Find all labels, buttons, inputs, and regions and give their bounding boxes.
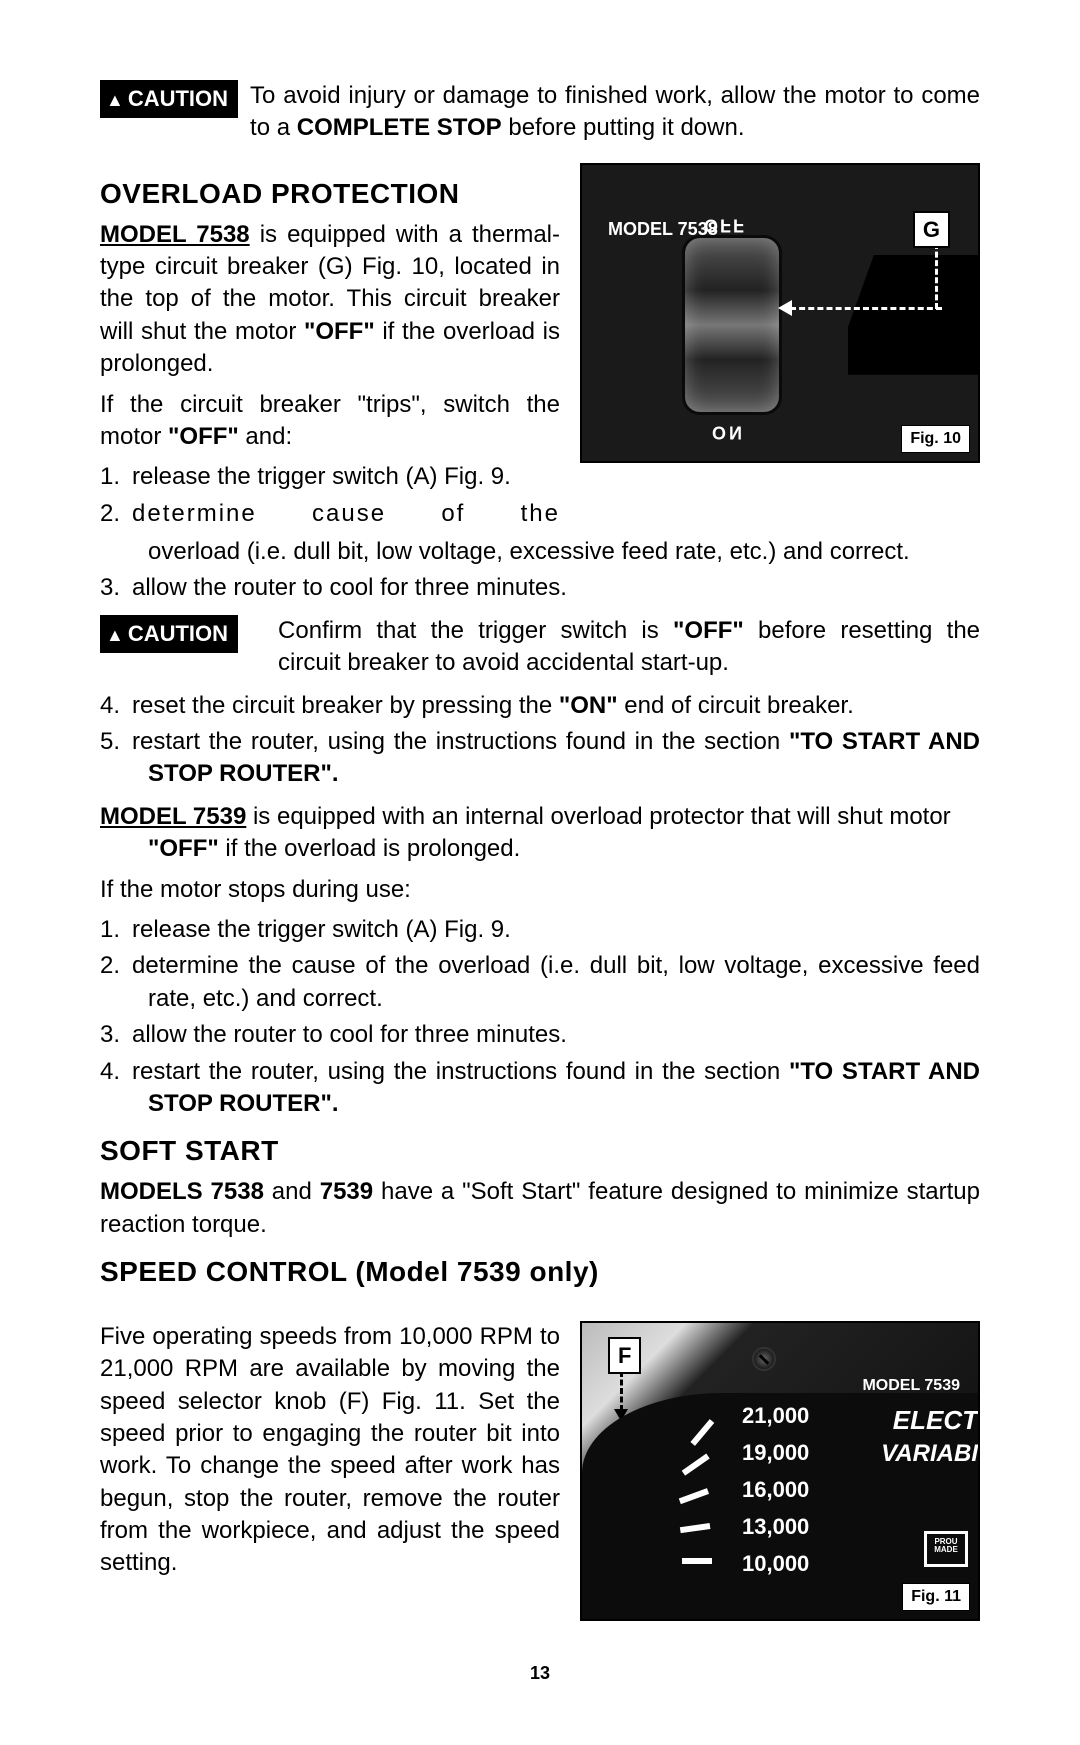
caution-2-text: Confirm that the trigger switch is "OFF"… xyxy=(278,615,980,680)
list-item: 4.restart the router, using the instruct… xyxy=(100,1056,980,1121)
speed-label: 16,000 xyxy=(742,1475,809,1505)
text-bold: "OFF" xyxy=(168,423,239,450)
fig11-callout-f: F xyxy=(608,1337,641,1375)
list-item: 1.release the trigger switch (A) Fig. 9. xyxy=(100,461,560,493)
figure-10: MODEL 7538 G OFF ON Fig. 10 xyxy=(580,163,980,463)
dashed-line xyxy=(935,243,938,309)
list-item: 3.allow the router to cool for three min… xyxy=(100,572,980,604)
text-bold: "OFF" xyxy=(304,318,375,345)
overload-p2: If the circuit breaker "trips", switch t… xyxy=(100,389,560,454)
text-bold: 7539 xyxy=(320,1178,373,1205)
list-item: overload (i.e. dull bit, low voltage, ex… xyxy=(100,536,980,568)
dashed-line xyxy=(790,307,942,310)
page-number: 13 xyxy=(100,1661,980,1685)
speed-row: Five operating speeds from 10,000 RPM to… xyxy=(100,1321,980,1621)
arrow-head-icon xyxy=(778,300,792,316)
heading-soft-start: SOFT START xyxy=(100,1132,980,1170)
fig10-caption: Fig. 10 xyxy=(901,425,970,453)
text-bold: "OFF" xyxy=(673,617,744,644)
text: allow the router to cool for three minut… xyxy=(132,1021,567,1048)
caution-badge: CAUTION xyxy=(100,80,238,118)
speed-label: 21,000 xyxy=(742,1401,809,1431)
fig11-model-label: MODEL 7539 xyxy=(862,1375,960,1397)
text: overload (i.e. dull bit, low voltage, ex… xyxy=(148,538,910,565)
list-item: 4.reset the circuit breaker by pressing … xyxy=(100,690,980,722)
speed-label: 10,000 xyxy=(742,1549,809,1579)
overload-list-2: 1.release the trigger switch (A) Fig. 9.… xyxy=(100,914,980,1120)
caution-block-1: CAUTION To avoid injury or damage to fin… xyxy=(100,80,980,145)
overload-list-1c: 4.reset the circuit breaker by pressing … xyxy=(100,690,980,791)
motor-stops-para: If the motor stops during use: xyxy=(100,874,980,906)
badge-text: PROU MADE xyxy=(934,1537,958,1554)
overload-list-1: 1.release the trigger switch (A) Fig. 9.… xyxy=(100,461,560,530)
text: allow the router to cool for three minut… xyxy=(132,574,567,601)
text: determine the cause of the overload (i.e… xyxy=(132,952,980,1011)
text: and xyxy=(264,1178,320,1205)
heading-speed-control: SPEED CONTROL (Model 7539 only) xyxy=(100,1253,980,1291)
brand-text: ELECT xyxy=(893,1403,978,1438)
text: if the overload is prolonged. xyxy=(219,835,521,862)
fig10-shape xyxy=(848,255,978,375)
fig10-on-label: ON xyxy=(712,420,745,444)
speed-label: 19,000 xyxy=(742,1438,809,1468)
model-label: MODEL 7538 xyxy=(100,221,250,248)
caution-badge: CAUTION xyxy=(100,615,238,653)
overload-list-1b: overload (i.e. dull bit, low voltage, ex… xyxy=(100,536,980,605)
speed-para: Five operating speeds from 10,000 RPM to… xyxy=(100,1321,560,1580)
dashed-line xyxy=(620,1371,623,1411)
overload-text-col: OVERLOAD PROTECTION MODEL 7538 is equipp… xyxy=(100,163,560,540)
soft-start-para: MODELS 7538 and 7539 have a "Soft Start"… xyxy=(100,1176,980,1241)
badge-icon: PROU MADE xyxy=(924,1531,968,1567)
text: end of circuit breaker. xyxy=(618,692,854,719)
fig10-callout-g: G xyxy=(913,211,950,249)
text: restart the router, using the instructio… xyxy=(132,728,789,755)
text: Confirm that the trigger switch is xyxy=(278,617,673,644)
text-bold: COMPLETE STOP xyxy=(297,114,502,141)
text: before putting it down. xyxy=(502,114,745,141)
list-item: 3.allow the router to cool for three min… xyxy=(100,1019,980,1051)
model-7539-para: MODEL 7539 is equipped with an internal … xyxy=(100,801,980,866)
rocker-switch xyxy=(682,235,782,415)
text: release the trigger switch (A) Fig. 9. xyxy=(132,916,511,943)
fig10-off-label: OFF xyxy=(704,213,746,237)
list-item: 1.release the trigger switch (A) Fig. 9. xyxy=(100,914,980,946)
speed-label: 13,000 xyxy=(742,1512,809,1542)
list-item: 2.determine cause of the xyxy=(100,498,560,530)
text-bold: "OFF" xyxy=(148,835,219,862)
screw-icon xyxy=(752,1347,776,1371)
text: is equipped with an internal overload pr… xyxy=(246,803,950,830)
overload-p1: MODEL 7538 is equipped with a thermal-ty… xyxy=(100,219,560,381)
text: reset the circuit breaker by pressing th… xyxy=(132,692,559,719)
text: and: xyxy=(239,423,292,450)
text: release the trigger switch (A) Fig. 9. xyxy=(132,463,511,490)
tick-mark xyxy=(682,1558,712,1564)
speed-text-col: Five operating speeds from 10,000 RPM to… xyxy=(100,1321,560,1588)
figure-11: F MODEL 7539 21,000 19,000 16,000 13,000… xyxy=(580,1321,980,1621)
text: restart the router, using the instructio… xyxy=(132,1058,789,1085)
text-bold: "ON" xyxy=(559,692,618,719)
text-bold: MODELS 7538 xyxy=(100,1178,264,1205)
caution-block-2: CAUTION Confirm that the trigger switch … xyxy=(100,615,980,680)
text: determine cause of the xyxy=(132,500,560,527)
caution-1-text: To avoid injury or damage to finished wo… xyxy=(250,80,980,145)
heading-overload: OVERLOAD PROTECTION xyxy=(100,175,560,213)
list-item: 5.restart the router, using the instruct… xyxy=(100,726,980,791)
brand-text: VARIABI xyxy=(881,1438,978,1470)
model-label: MODEL 7539 xyxy=(100,803,246,830)
overload-row: OVERLOAD PROTECTION MODEL 7538 is equipp… xyxy=(100,163,980,540)
fig11-caption: Fig. 11 xyxy=(902,1583,970,1611)
list-item: 2.determine the cause of the overload (i… xyxy=(100,950,980,1015)
